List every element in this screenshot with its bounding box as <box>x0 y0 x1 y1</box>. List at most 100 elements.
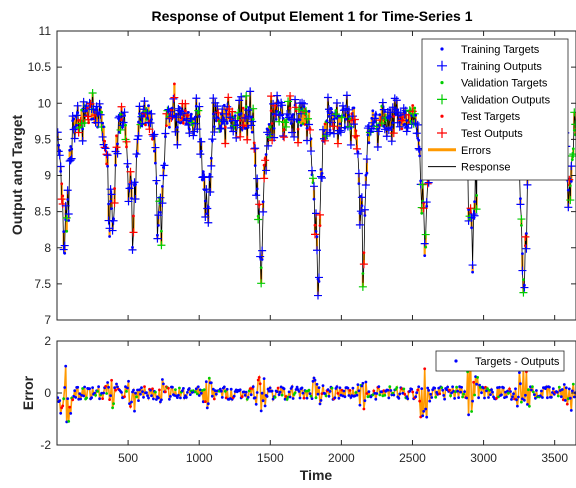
training-output-point <box>518 266 527 275</box>
error-point <box>139 392 142 396</box>
top-legend-box <box>421 38 569 181</box>
training-target-point <box>470 226 473 230</box>
validation-target-point <box>475 194 478 197</box>
error-point <box>449 394 452 398</box>
error-point <box>471 399 474 403</box>
error-point <box>346 386 350 390</box>
training-output-point <box>151 143 160 152</box>
error-point <box>268 386 272 390</box>
error-point <box>448 388 451 392</box>
validation-target-point <box>297 120 301 124</box>
training-output-point <box>264 141 273 150</box>
error-point <box>410 387 414 391</box>
training-output-point <box>303 136 312 145</box>
validation-output-point <box>377 119 386 128</box>
training-output-point <box>327 118 336 127</box>
training-output-point <box>325 128 334 137</box>
error-point <box>219 389 223 393</box>
error-point <box>73 389 77 393</box>
error-point <box>217 389 221 393</box>
error-point <box>244 390 248 394</box>
training-output-point <box>191 119 200 128</box>
validation-output-point <box>282 122 291 131</box>
validation-output-point <box>337 113 346 122</box>
error-point <box>94 393 97 397</box>
training-output-point <box>332 98 341 107</box>
legend-entry-label: Training Outputs <box>461 61 542 73</box>
training-target-point <box>403 122 407 126</box>
error-point <box>265 395 269 398</box>
training-output-point <box>150 130 159 139</box>
training-target-point <box>360 204 364 208</box>
training-target-point <box>327 115 331 118</box>
test-target-point <box>226 112 230 116</box>
validation-target-point <box>124 123 127 127</box>
error-point <box>293 391 297 395</box>
training-target-point <box>189 112 193 116</box>
error-point <box>475 382 478 386</box>
error-point <box>152 397 155 401</box>
training-output-point <box>382 132 391 141</box>
training-output-point <box>193 125 202 134</box>
error-point <box>451 385 454 389</box>
training-target-point <box>85 109 88 113</box>
error-point <box>130 400 133 404</box>
error-point <box>327 394 331 398</box>
legend-entry-label: Validation Outputs <box>461 94 551 106</box>
test-output-point <box>74 128 83 137</box>
training-target-point <box>307 109 311 113</box>
error-point <box>297 390 301 393</box>
error-point <box>291 397 295 400</box>
training-target-point <box>473 200 476 204</box>
error-point <box>132 388 135 392</box>
error-point <box>517 395 520 399</box>
training-output-point <box>422 198 431 207</box>
training-output-point <box>314 273 323 282</box>
validation-target-point <box>361 272 365 275</box>
error-point <box>151 387 154 391</box>
training-output-point <box>258 246 267 255</box>
validation-output-point <box>358 282 367 291</box>
error-point <box>85 396 88 400</box>
test-output-point <box>359 260 368 269</box>
validation-output-point <box>309 174 318 183</box>
error-point <box>69 412 73 415</box>
error-point <box>415 391 419 395</box>
training-output-point <box>109 216 118 225</box>
error-point <box>82 394 85 398</box>
error-point <box>145 391 148 395</box>
test-target-point <box>362 251 366 255</box>
training-target-point <box>211 112 215 116</box>
error-point <box>323 392 327 395</box>
test-output-point <box>170 93 179 102</box>
test-target-point <box>262 163 266 167</box>
training-target-point <box>150 118 153 121</box>
bottom-y-tick-label: 2 <box>44 334 51 348</box>
test-output-point <box>86 99 95 108</box>
test-output-point <box>328 122 337 131</box>
training-target-point <box>81 127 84 131</box>
error-point <box>277 393 281 396</box>
training-output-point <box>106 185 115 194</box>
training-output-point <box>411 119 420 128</box>
training-target-point <box>338 122 342 126</box>
error-point <box>364 380 368 384</box>
test-target-point <box>103 139 106 143</box>
error-point <box>108 398 111 401</box>
training-output-point <box>348 112 357 121</box>
error-point <box>197 394 201 397</box>
training-output-point <box>353 149 362 158</box>
legend-entry-label: Test Outputs <box>461 128 523 140</box>
error-point <box>333 396 337 400</box>
error-point <box>147 396 150 400</box>
error-point <box>560 388 564 391</box>
training-output-point <box>567 162 576 171</box>
error-point <box>181 389 184 393</box>
error-point <box>480 391 483 395</box>
training-output-point <box>229 127 238 136</box>
error-point <box>441 388 445 392</box>
error-point <box>110 378 113 382</box>
error-point <box>302 396 306 400</box>
error-point <box>502 386 505 390</box>
error-point <box>128 402 131 405</box>
